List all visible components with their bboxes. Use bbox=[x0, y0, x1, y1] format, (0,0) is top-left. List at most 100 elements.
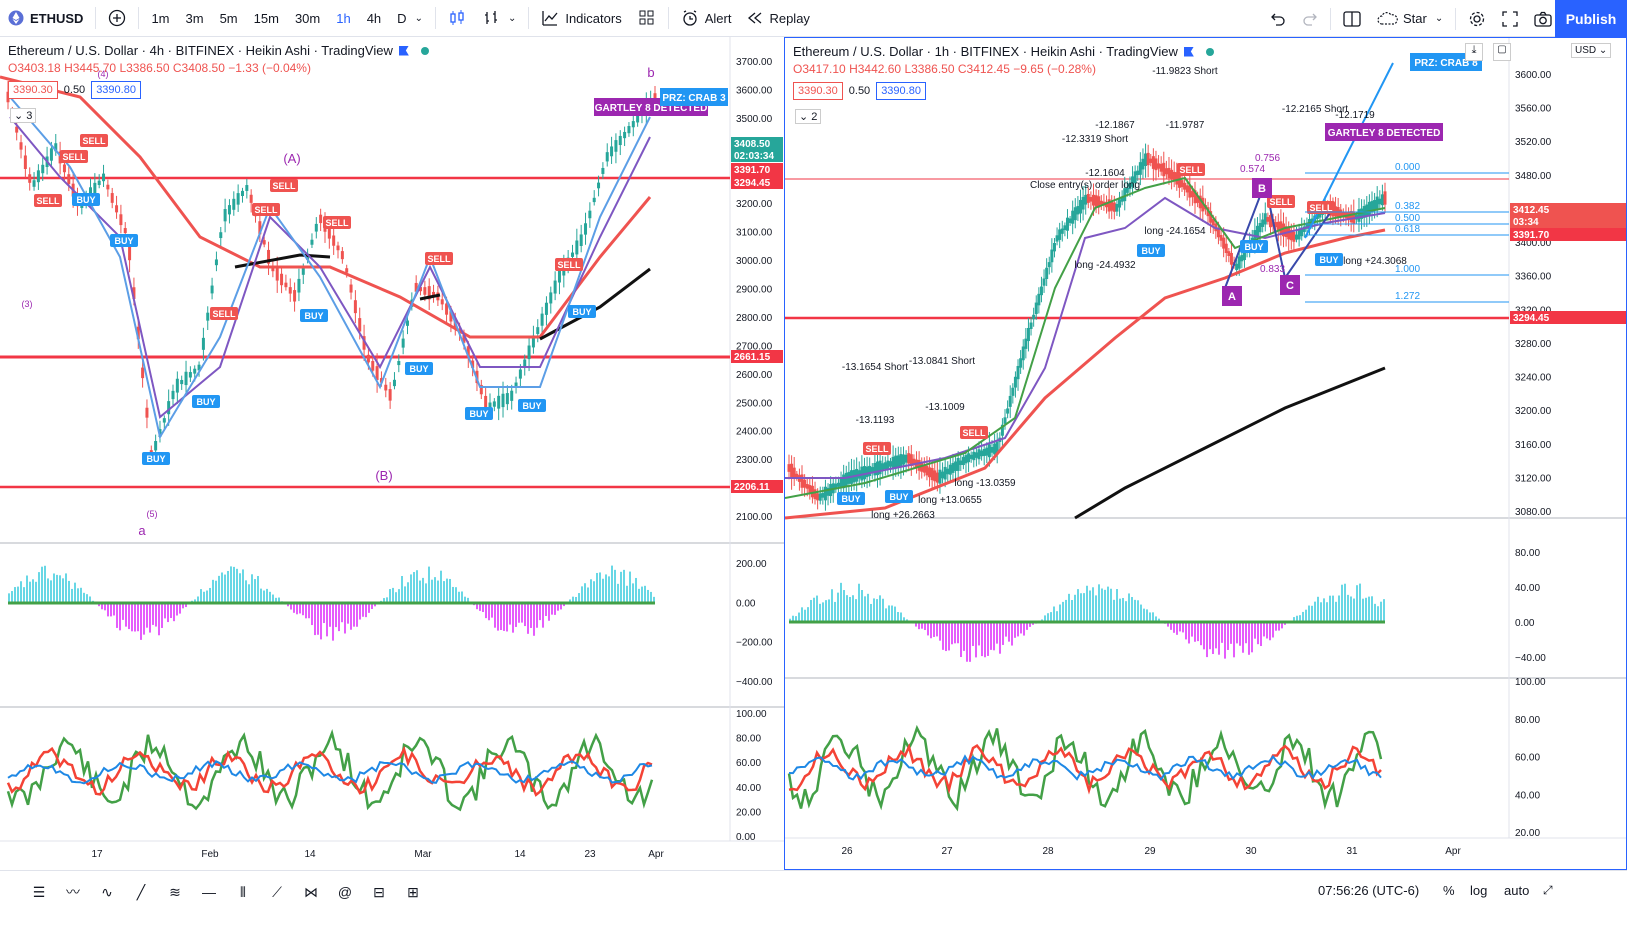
flag-icon[interactable] bbox=[398, 45, 409, 56]
sell-price-box[interactable]: 3390.30 bbox=[8, 81, 58, 99]
interval-1m[interactable]: 1m bbox=[151, 10, 170, 26]
interval-30m[interactable]: 30m bbox=[294, 10, 321, 26]
candle-body bbox=[1190, 191, 1194, 198]
redo-button[interactable] bbox=[1294, 0, 1326, 37]
layout-button[interactable] bbox=[1335, 0, 1369, 37]
grid-icon bbox=[639, 10, 654, 25]
sell-signal-label: SELL bbox=[1309, 203, 1333, 213]
interval-1h[interactable]: 1h bbox=[336, 10, 351, 26]
close-value: C3412.45 bbox=[957, 62, 1010, 76]
cursor-tool-button[interactable]: ☰ bbox=[26, 881, 52, 903]
macd-histogram-bar bbox=[407, 582, 409, 604]
log-scale-toggle[interactable]: log bbox=[1470, 883, 1488, 898]
spiral-tool-button[interactable]: @ bbox=[332, 881, 358, 903]
macd-histogram-bar bbox=[990, 622, 992, 650]
macd-tick-label: 80.00 bbox=[1515, 548, 1540, 559]
symbol-search[interactable]: ETHUSD bbox=[0, 0, 91, 37]
replay-button[interactable]: Replay bbox=[739, 0, 817, 37]
star-label: Star bbox=[1403, 11, 1427, 26]
candle-body bbox=[280, 273, 284, 286]
macd-histogram-bar bbox=[927, 622, 929, 636]
macd-histogram-bar bbox=[254, 579, 256, 604]
ray-tool-button[interactable]: ⟋ bbox=[264, 881, 290, 903]
candle-body bbox=[167, 401, 171, 415]
clock-time[interactable]: 07:56:26 (UTC-6) bbox=[1318, 883, 1420, 898]
candle-body bbox=[15, 126, 19, 133]
right-chart-pane[interactable]: 3600.003560.003520.003480.003440.003400.… bbox=[784, 37, 1627, 870]
divider bbox=[95, 7, 97, 29]
measure-tool-button[interactable]: ⊟ bbox=[366, 881, 392, 903]
interval-3m[interactable]: 3m bbox=[185, 10, 204, 26]
candle-body bbox=[479, 384, 483, 395]
interval-4h[interactable]: 4h bbox=[366, 10, 382, 26]
candle-body bbox=[912, 458, 916, 465]
macd-histogram-bar bbox=[452, 586, 454, 604]
snapshot-button[interactable] bbox=[1526, 0, 1560, 37]
alert-button[interactable]: Alert bbox=[673, 0, 740, 37]
macd-histogram-bar bbox=[1215, 622, 1217, 649]
auto-scale-toggle[interactable]: auto bbox=[1504, 883, 1530, 898]
macd-histogram-bar bbox=[491, 603, 493, 618]
ruler-tool-button[interactable]: ⊞ bbox=[400, 881, 426, 903]
macd-histogram-bar bbox=[404, 586, 406, 604]
candle-body bbox=[1084, 194, 1088, 205]
maximize-pane-button[interactable]: ▢ bbox=[1493, 43, 1511, 61]
left-chart-pane[interactable]: 3700.003600.003500.003400.003300.003200.… bbox=[0, 37, 784, 870]
price-tag-box bbox=[731, 163, 783, 176]
currency-selector[interactable]: USD ⌄ bbox=[1571, 43, 1612, 58]
right-chart-canvas[interactable]: 3600.003560.003520.003480.003440.003400.… bbox=[785, 38, 1627, 870]
price-tag-label: 03:34 bbox=[1513, 217, 1539, 228]
macd-histogram-bar bbox=[266, 588, 268, 604]
macd-histogram-bar bbox=[653, 596, 655, 604]
publish-button[interactable]: Publish bbox=[1555, 0, 1627, 37]
line-tool-button[interactable]: ╱ bbox=[128, 881, 154, 903]
candle-body bbox=[549, 292, 553, 304]
candle-body bbox=[488, 402, 492, 410]
macd-histogram-bar bbox=[458, 591, 460, 604]
buy-price-box[interactable]: 3390.80 bbox=[876, 82, 926, 100]
interval-15m[interactable]: 15m bbox=[253, 10, 279, 26]
indicator-collapse-toggle[interactable]: ⌄ 2 bbox=[795, 109, 822, 124]
candle-body bbox=[1115, 203, 1119, 212]
undo-icon bbox=[1271, 13, 1285, 26]
pattern-tool-button[interactable]: ⋈ bbox=[298, 881, 324, 903]
flag-icon[interactable] bbox=[1183, 46, 1194, 57]
macd-histogram-bar bbox=[828, 599, 830, 623]
sell-price-box[interactable]: 3390.30 bbox=[793, 82, 843, 100]
scroll-down-button[interactable]: ⤓ bbox=[1465, 43, 1483, 61]
elliott-tool-button[interactable]: ∿ bbox=[94, 881, 120, 903]
macd-histogram-bar bbox=[320, 603, 322, 640]
chart-type-button[interactable]: ⌄ bbox=[474, 0, 524, 37]
left-chart-canvas[interactable]: 3700.003600.003500.003400.003300.003200.… bbox=[0, 37, 784, 870]
indicator-collapse-toggle[interactable]: ⌄ 3 bbox=[10, 108, 37, 123]
candle-body bbox=[440, 299, 444, 305]
macd-histogram-bar bbox=[356, 603, 358, 627]
interval-d[interactable]: D ⌄ bbox=[389, 0, 431, 37]
horizontal-line-tool-button[interactable]: — bbox=[196, 881, 222, 903]
star-watchlist-button[interactable]: Star ⌄ bbox=[1369, 0, 1451, 37]
indicators-button[interactable]: Indicators bbox=[533, 0, 629, 37]
buy-signal-label: BUY bbox=[409, 364, 428, 374]
price-tag-box bbox=[731, 176, 783, 189]
macd-histogram-bar bbox=[527, 603, 529, 634]
undo-button[interactable] bbox=[1262, 0, 1294, 37]
fullscreen-button[interactable] bbox=[1494, 0, 1526, 37]
macd-histogram-bar bbox=[344, 603, 346, 634]
compare-add-button[interactable] bbox=[100, 0, 134, 37]
settings-button[interactable] bbox=[1460, 0, 1494, 37]
trend-tool-button[interactable]: 〰 bbox=[60, 881, 86, 903]
buy-signal-label: BUY bbox=[304, 311, 323, 321]
buy-price-box[interactable]: 3390.80 bbox=[91, 81, 141, 99]
templates-button[interactable] bbox=[630, 0, 664, 37]
fib-tool-button[interactable]: ⫴ bbox=[230, 881, 256, 903]
macd-histogram-bar bbox=[924, 622, 926, 631]
percent-scale-toggle[interactable]: % bbox=[1443, 883, 1455, 898]
macd-histogram-bar bbox=[933, 622, 935, 637]
fullscreen-bottom-button[interactable]: ⤢ bbox=[1543, 883, 1553, 898]
macd-histogram-bar bbox=[350, 603, 352, 630]
bar-style-button[interactable] bbox=[440, 0, 474, 37]
interval-5m[interactable]: 5m bbox=[219, 10, 238, 26]
candle-body bbox=[349, 284, 353, 293]
channel-tool-button[interactable]: ≋ bbox=[162, 881, 188, 903]
macd-histogram-bar bbox=[515, 603, 517, 627]
